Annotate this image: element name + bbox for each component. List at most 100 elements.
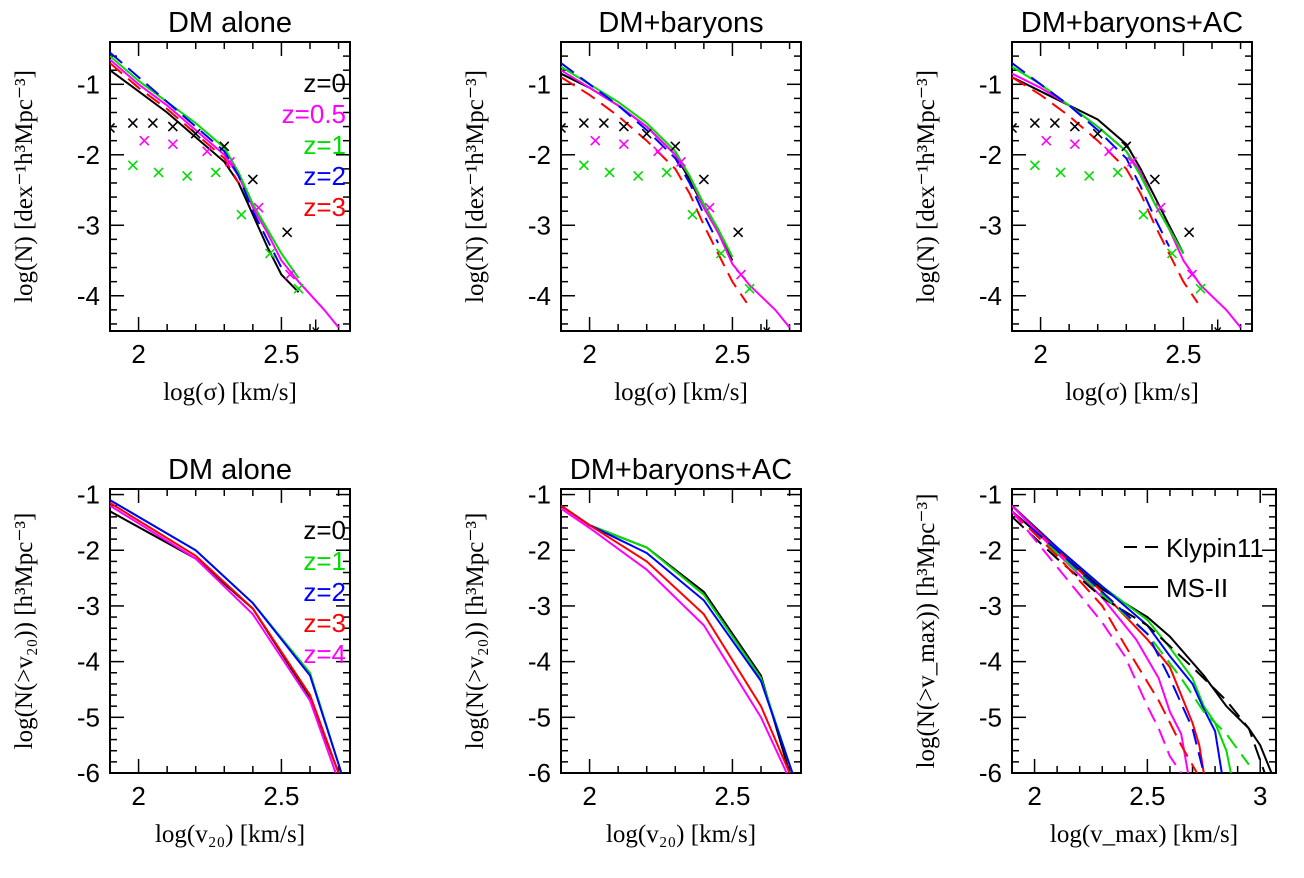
- plot-frame: [1011, 488, 1277, 774]
- x-axis-label: log(σ) [km/s]: [163, 379, 297, 406]
- legend-entry-z=0.5: z=0.5: [282, 99, 346, 129]
- data-point-x-magenta: [139, 135, 150, 146]
- series-line-red-dashed: [1012, 76, 1199, 304]
- y-tick-label: -2: [528, 140, 551, 170]
- upper-limit-arrow: [1214, 319, 1222, 331]
- panel-4: DM alone 2 2.5 -1 -2 -3 -4 -5 -6 log(v₂₀) [km/s] l…: [11, 454, 351, 848]
- x-axis-label: log(v_max) [km/s]: [1050, 821, 1238, 848]
- data-point-x-magenta: [224, 156, 236, 167]
- data-point-x-black: [167, 121, 178, 132]
- series-line-blue-dashed: [1012, 62, 1170, 247]
- data-point-x-black: [1121, 141, 1132, 152]
- legend-entry-z=1: z=1: [303, 546, 346, 576]
- legend-entry-z=3: z=3: [303, 192, 346, 222]
- y-tick-label: -4: [528, 281, 551, 311]
- y-axis-label: log(N(>v₂₀)) [h³Mpc⁻³]: [11, 513, 38, 750]
- y-tick-label: -2: [979, 140, 1002, 170]
- x-tick-label: 2.5: [1129, 781, 1165, 811]
- x-tick-label: 2: [582, 339, 596, 369]
- data-point-x-magenta: [1155, 202, 1166, 213]
- data-point-x-black: [1184, 227, 1195, 238]
- y-tick-label: -3: [979, 210, 1002, 240]
- data-point-x-black: [1149, 174, 1160, 185]
- data-point-x-magenta: [1104, 146, 1115, 157]
- series-layer: [110, 51, 340, 331]
- panel-3: DM+baryons+AC 2 2.5 -1 -2 -3 -4 log(σ) [km/s] lo…: [913, 7, 1253, 406]
- data-point-x-black: [282, 227, 293, 238]
- data-point-x-green: [182, 170, 193, 181]
- data-point-x-green: [604, 167, 615, 178]
- data-point-x-green: [1055, 167, 1066, 178]
- series-line-red-solid: [110, 502, 340, 773]
- upper-limit-arrow: [763, 319, 771, 331]
- series-line-blue-dashed: [561, 62, 719, 244]
- series-line-black-solid: [110, 69, 300, 293]
- y-tick-label: -4: [979, 647, 1002, 677]
- y-axis-label: log(N) [dex⁻¹h³Mpc⁻³]: [462, 70, 489, 303]
- series-line-blue-solid: [1012, 504, 1223, 773]
- panel-title: DM+baryons: [598, 7, 763, 39]
- panel-title: DM alone: [168, 7, 292, 39]
- series-layer: [1012, 62, 1242, 331]
- panel-1: DM alone 2 2.5 -1 -2 -3 -4 log(σ) [km/s] log(N) …: [11, 7, 351, 406]
- data-point-x-green: [661, 167, 672, 178]
- series-line-magenta-solid: [561, 69, 791, 329]
- x-tick-label: 2: [131, 781, 145, 811]
- x-tick-label: 2.5: [263, 339, 299, 369]
- x-tick-label: 2: [1027, 781, 1041, 811]
- y-tick-label: -1: [979, 69, 1002, 99]
- data-point-x-black: [1069, 121, 1080, 132]
- data-point-x-black: [190, 128, 201, 139]
- legend-entry-z=3: z=3: [303, 608, 346, 638]
- y-tick-label: -2: [528, 535, 551, 565]
- data-point-x-black: [1029, 117, 1040, 129]
- y-tick-label: -1: [77, 69, 100, 99]
- legend-entry-z=1: z=1: [303, 130, 346, 160]
- y-tick-label: -3: [77, 591, 100, 621]
- y-axis-label: log(N) [dex⁻¹h³Mpc⁻³]: [913, 70, 940, 303]
- series-line-green-solid: [1012, 65, 1185, 255]
- series-line-magenta-solid: [1012, 72, 1242, 329]
- panel-title: DM alone: [168, 454, 292, 486]
- y-tick-label: -4: [528, 647, 551, 677]
- data-point-x-black: [641, 128, 652, 139]
- data-point-x-black: [618, 121, 629, 132]
- y-tick-label: -3: [77, 210, 100, 240]
- series-line-green-solid: [561, 65, 734, 258]
- series-line-black-solid: [561, 504, 791, 773]
- data-point-x-magenta: [590, 135, 601, 146]
- y-tick-label: -1: [979, 480, 1002, 510]
- series-line-red-dashed: [1012, 510, 1198, 773]
- data-point-x-black: [733, 227, 744, 238]
- legend-entry-z=2: z=2: [303, 161, 346, 191]
- data-point-x-black: [247, 174, 258, 185]
- data-point-x-black: [1012, 122, 1018, 134]
- data-point-x-green: [1084, 170, 1095, 181]
- y-tick-label: -5: [528, 702, 551, 732]
- legend-entry-z=0: z=0: [303, 68, 346, 98]
- series-layer: [1012, 504, 1273, 773]
- y-tick-label: -2: [979, 535, 1002, 565]
- data-point-x-black: [110, 122, 116, 134]
- data-point-x-green: [127, 160, 138, 171]
- y-tick-label: -6: [77, 758, 100, 788]
- data-point-x-magenta: [704, 202, 715, 213]
- legend-entry-z=2: z=2: [303, 577, 346, 607]
- data-point-x-magenta: [675, 156, 687, 167]
- series-line-blue-solid: [561, 504, 794, 773]
- x-tick-label: 2.5: [263, 781, 299, 811]
- data-point-x-black: [219, 141, 230, 152]
- data-point-x-magenta: [1186, 269, 1198, 280]
- data-point-x-black: [1049, 117, 1060, 129]
- series-layer: [561, 62, 791, 331]
- data-point-x-green: [293, 283, 304, 294]
- data-point-x-magenta: [653, 146, 664, 157]
- x-tick-label: 2.5: [1165, 339, 1201, 369]
- data-point-x-green: [715, 248, 727, 259]
- series-line-red-dashed: [110, 62, 240, 184]
- data-point-x-black: [127, 117, 138, 129]
- y-axis-label: log(N(>v₂₀)) [h³Mpc⁻³]: [462, 513, 489, 750]
- x-axis-label: log(σ) [km/s]: [1065, 379, 1199, 406]
- series-line-magenta-solid: [561, 507, 788, 773]
